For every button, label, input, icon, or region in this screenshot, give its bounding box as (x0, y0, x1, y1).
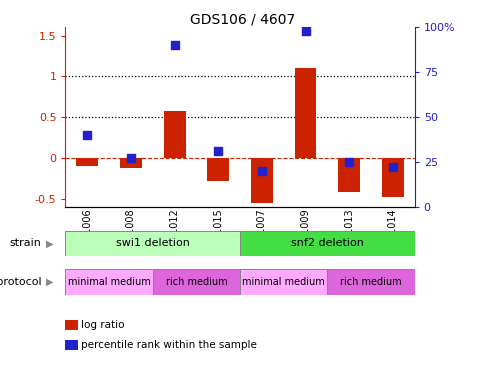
Text: log ratio: log ratio (81, 320, 125, 330)
Bar (207, 158, 228, 181)
Point (170, 42, 178, 48)
Text: GDS106 / 4607: GDS106 / 4607 (189, 13, 295, 27)
Bar (76, 158, 98, 166)
Bar (294, 68, 316, 158)
Bar (240, 269, 327, 295)
Text: strain: strain (9, 238, 41, 249)
Point (127, 156, 135, 161)
Bar (240, 231, 414, 256)
Text: percentile rank within the sample: percentile rank within the sample (81, 340, 257, 350)
Text: rich medium: rich medium (165, 277, 227, 287)
Text: swi1 deletion: swi1 deletion (116, 238, 189, 249)
Bar (337, 158, 359, 192)
Bar (152, 269, 240, 295)
Bar (381, 158, 403, 197)
Bar (120, 158, 141, 168)
Text: ▶: ▶ (46, 277, 53, 287)
Point (301, 28, 309, 34)
Bar (163, 111, 185, 158)
Bar (65, 269, 152, 295)
Text: ▶: ▶ (46, 238, 53, 249)
Bar (327, 269, 414, 295)
Text: snf2 deletion: snf2 deletion (290, 238, 363, 249)
Point (388, 164, 396, 170)
Bar (251, 158, 272, 203)
Text: growth protocol: growth protocol (0, 277, 41, 287)
Text: minimal medium: minimal medium (242, 277, 324, 287)
Text: minimal medium: minimal medium (68, 277, 150, 287)
Bar (65, 231, 240, 256)
Text: rich medium: rich medium (339, 277, 401, 287)
Point (83, 132, 91, 138)
Point (345, 159, 352, 165)
Point (257, 168, 265, 174)
Point (214, 148, 222, 154)
